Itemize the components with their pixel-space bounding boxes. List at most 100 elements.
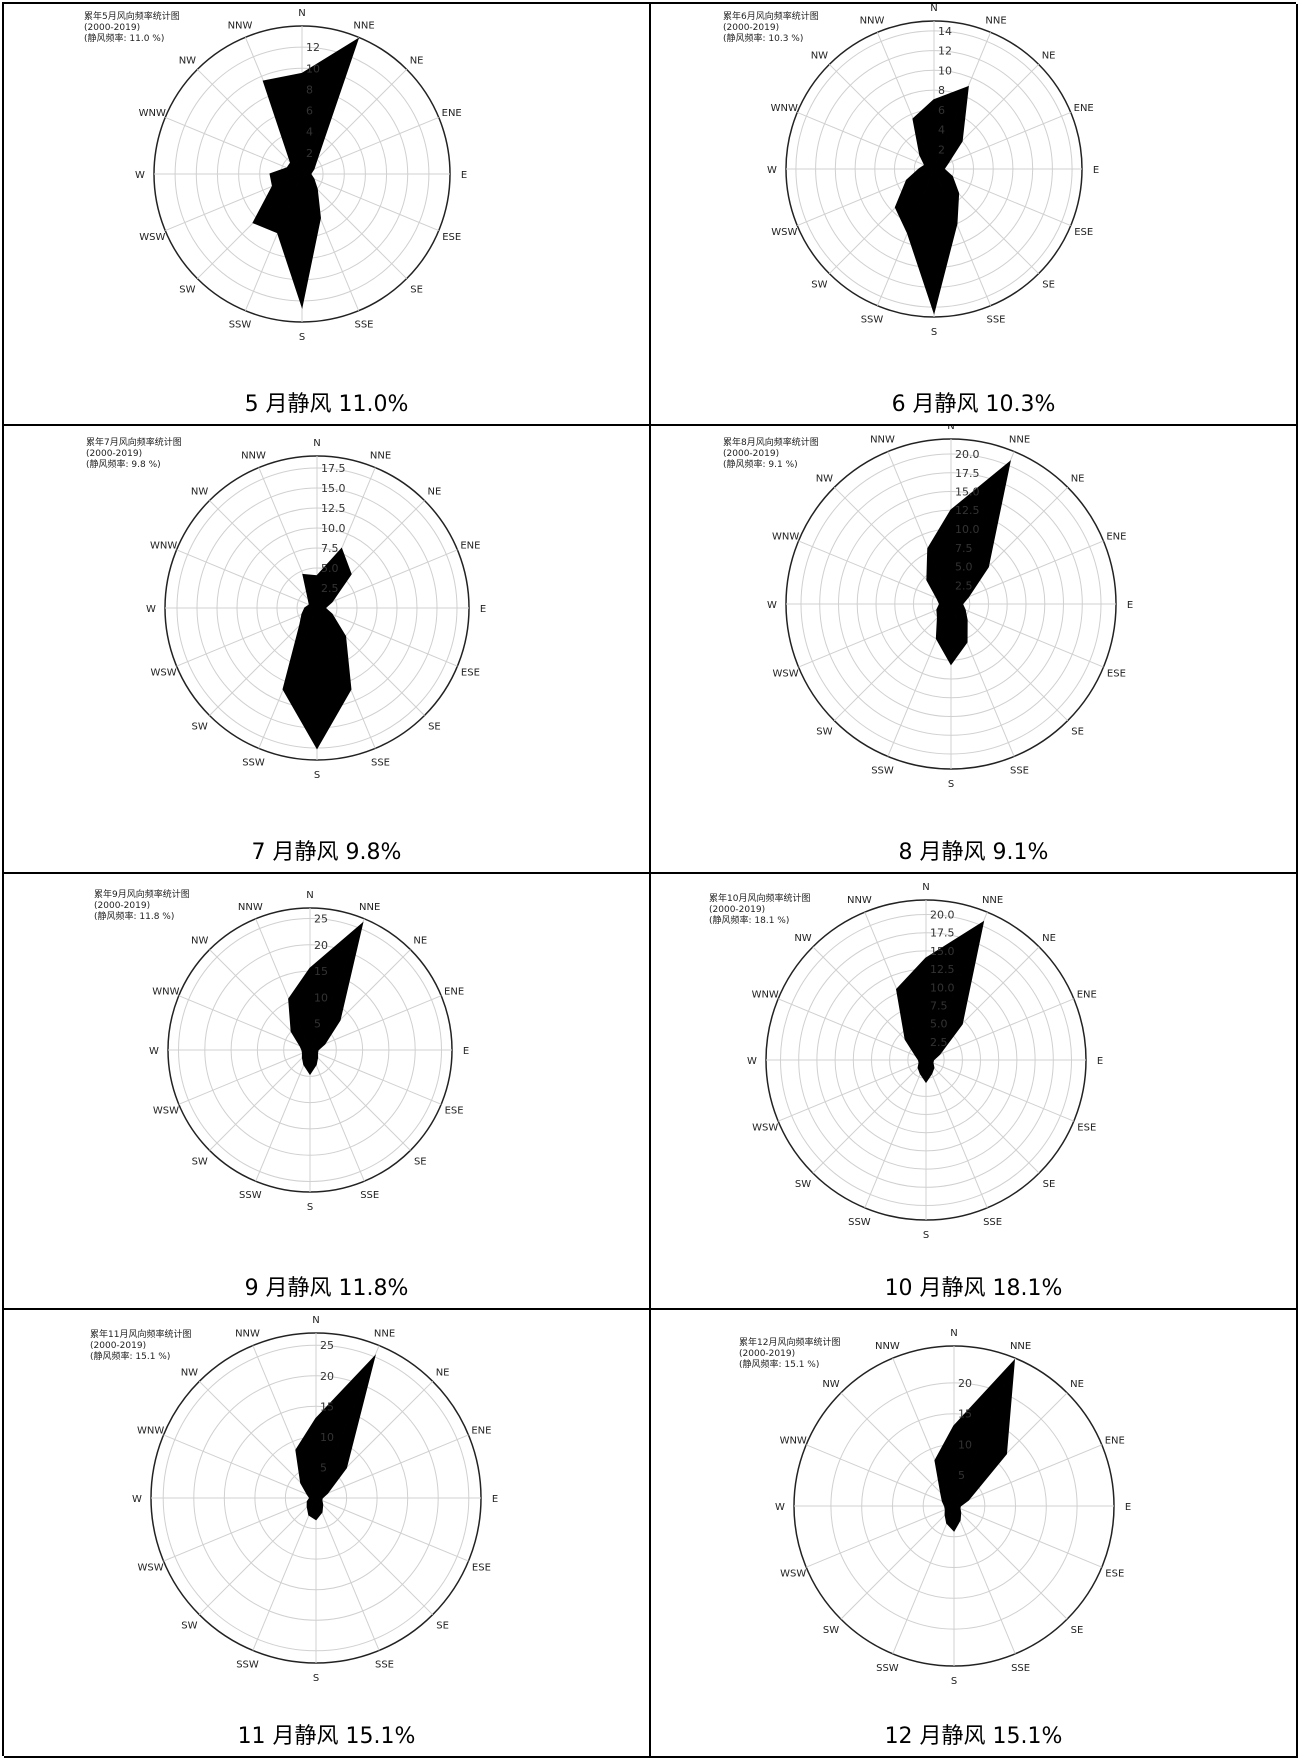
spoke bbox=[165, 116, 303, 175]
direction-label-S: S bbox=[313, 1673, 319, 1684]
direction-label-SSE: SSE bbox=[375, 1659, 394, 1670]
series-outline bbox=[288, 921, 364, 1076]
direction-label-NNE: NNE bbox=[353, 20, 374, 31]
spoke bbox=[316, 549, 458, 609]
direction-label-ESE: ESE bbox=[445, 1106, 464, 1117]
spoke bbox=[864, 1059, 927, 1208]
direction-label-NE: NE bbox=[410, 55, 424, 66]
radial-tick-label: 12 bbox=[938, 45, 952, 58]
chart-header-line: 累年5月风向频率统计图 bbox=[84, 12, 180, 22]
wind-rose-series bbox=[252, 37, 360, 309]
direction-label-WSW: WSW bbox=[773, 669, 799, 680]
cell-caption: 7 月静风 9.8% bbox=[251, 840, 402, 865]
spoke bbox=[828, 63, 935, 170]
radial-tick-label: 10 bbox=[314, 991, 328, 1004]
chart-header-line: (静风频率: 9.8 %) bbox=[86, 460, 161, 470]
direction-label-SE: SE bbox=[428, 721, 441, 732]
spoke bbox=[953, 1444, 1102, 1507]
spoke bbox=[950, 540, 1104, 605]
spoke bbox=[812, 1059, 927, 1174]
direction-label-S: S bbox=[299, 332, 305, 343]
spoke bbox=[953, 1505, 1068, 1620]
wind-rose-series bbox=[894, 85, 969, 315]
chart-header-line: (2000-2019) bbox=[723, 449, 780, 459]
direction-label-WSW: WSW bbox=[151, 668, 177, 679]
direction-label-NE: NE bbox=[1042, 50, 1056, 61]
spoke bbox=[840, 1392, 955, 1507]
direction-label-SSE: SSE bbox=[1011, 1663, 1030, 1674]
direction-label-ESE: ESE bbox=[1074, 227, 1093, 238]
direction-label-SE: SE bbox=[1071, 1625, 1084, 1636]
spoke bbox=[953, 1505, 1102, 1568]
chart-header-line: (2000-2019) bbox=[94, 901, 151, 911]
direction-label-NNW: NNW bbox=[228, 20, 253, 31]
direction-label-ENE: ENE bbox=[1074, 103, 1094, 114]
direction-label-ESE: ESE bbox=[1107, 669, 1126, 680]
direction-label-W: W bbox=[747, 1056, 757, 1067]
radial-tick-label: 2 bbox=[938, 143, 945, 156]
chart-header-line: (静风频率: 9.1 %) bbox=[723, 460, 798, 470]
radial-tick-label: 14 bbox=[938, 25, 952, 38]
table-cell-august: 累年8月风向频率统计图 (2000-2019) (静风频率: 9.1 %) 2.5 5.… bbox=[651, 426, 1298, 874]
radial-tick-label: 2.5 bbox=[321, 582, 339, 595]
wind-rose-series bbox=[934, 1358, 1016, 1532]
chart-header: 累年7月风向频率统计图 (2000-2019) (静风频率: 9.8 %) bbox=[86, 438, 182, 471]
direction-label-ESE: ESE bbox=[1105, 1569, 1124, 1580]
direction-label-E: E bbox=[1093, 165, 1099, 176]
spoke bbox=[950, 603, 1104, 668]
spoke bbox=[953, 1505, 1016, 1654]
radial-tick-label: 20 bbox=[958, 1377, 972, 1390]
direction-label-ENE: ENE bbox=[444, 986, 464, 997]
radial-tick-label: 2.5 bbox=[930, 1036, 948, 1049]
chart-header: 累年6月风向频率统计图 (2000-2019) (静风频率: 10.3 %) bbox=[723, 12, 819, 45]
direction-label-SE: SE bbox=[1042, 280, 1055, 291]
spoke bbox=[163, 1434, 317, 1499]
direction-label-NW: NW bbox=[191, 487, 208, 498]
spoke bbox=[806, 1505, 955, 1568]
radial-tick-label: 5 bbox=[314, 1018, 321, 1031]
direction-label-S: S bbox=[951, 1676, 957, 1687]
radial-tick-label: 12 bbox=[306, 41, 320, 54]
direction-label-ESE: ESE bbox=[461, 668, 480, 679]
wind-rose-chart: 2 4 6 8 10 12 14 N NNE NE ENE E ESE SE SSE S SSW SW WSW W WN… bbox=[767, 4, 1099, 338]
direction-label-SSW: SSW bbox=[876, 1663, 899, 1674]
spoke bbox=[925, 998, 1074, 1061]
direction-label-W: W bbox=[146, 604, 156, 615]
chart-header-line: (2000-2019) bbox=[86, 449, 143, 459]
radial-tick-label: 10.0 bbox=[930, 981, 955, 994]
direction-label-N: N bbox=[313, 438, 320, 449]
radial-tick-label: 6 bbox=[306, 105, 313, 118]
spoke bbox=[778, 1059, 927, 1122]
spoke bbox=[315, 1434, 469, 1499]
direction-label-NE: NE bbox=[413, 936, 427, 947]
direction-label-ENE: ENE bbox=[1077, 989, 1097, 1000]
chart-header-line: (静风频率: 10.3 %) bbox=[723, 34, 804, 44]
radial-tick-label: 20.0 bbox=[955, 448, 980, 461]
radial-tick-label: 10 bbox=[306, 62, 320, 75]
direction-label-E: E bbox=[1097, 1056, 1103, 1067]
direction-label-NNW: NNW bbox=[238, 902, 263, 913]
radial-tick-label: 7.5 bbox=[321, 542, 339, 555]
direction-label-E: E bbox=[461, 170, 467, 181]
direction-label-SW: SW bbox=[811, 280, 827, 291]
spoke bbox=[301, 68, 408, 175]
cell-caption: 11 月静风 15.1% bbox=[237, 1724, 416, 1749]
radial-tick-label: 10 bbox=[958, 1439, 972, 1452]
wind-rose-chart: 5 10 15 20 25 N NNE NE ENE E ESE SE SSE S SSW SW WSW W WNW… bbox=[132, 1315, 498, 1684]
direction-label-N: N bbox=[312, 1315, 319, 1326]
direction-label-SE: SE bbox=[1071, 727, 1084, 738]
spoke bbox=[252, 1497, 317, 1651]
direction-label-N: N bbox=[947, 426, 954, 432]
direction-label-ENE: ENE bbox=[460, 541, 480, 552]
direction-label-SSW: SSW bbox=[861, 315, 884, 326]
spoke bbox=[840, 1505, 955, 1620]
spoke bbox=[950, 603, 1069, 722]
direction-label-E: E bbox=[1125, 1502, 1131, 1513]
radial-tick-label: 2 bbox=[306, 147, 313, 160]
direction-label-SW: SW bbox=[795, 1179, 811, 1190]
spoke bbox=[198, 1497, 317, 1616]
direction-label-NNE: NNE bbox=[1009, 435, 1030, 446]
table-cell-december: 累年12月风向频率统计图 (2000-2019) (静风频率: 15.1 %) 5 10… bbox=[651, 1310, 1298, 1758]
radial-tick-label: 10.0 bbox=[321, 522, 346, 535]
wind-rose-chart: 5 10 15 20 N NNE NE ENE E ESE SE SSE S SSW SW WSW W WNW NW… bbox=[775, 1328, 1131, 1687]
